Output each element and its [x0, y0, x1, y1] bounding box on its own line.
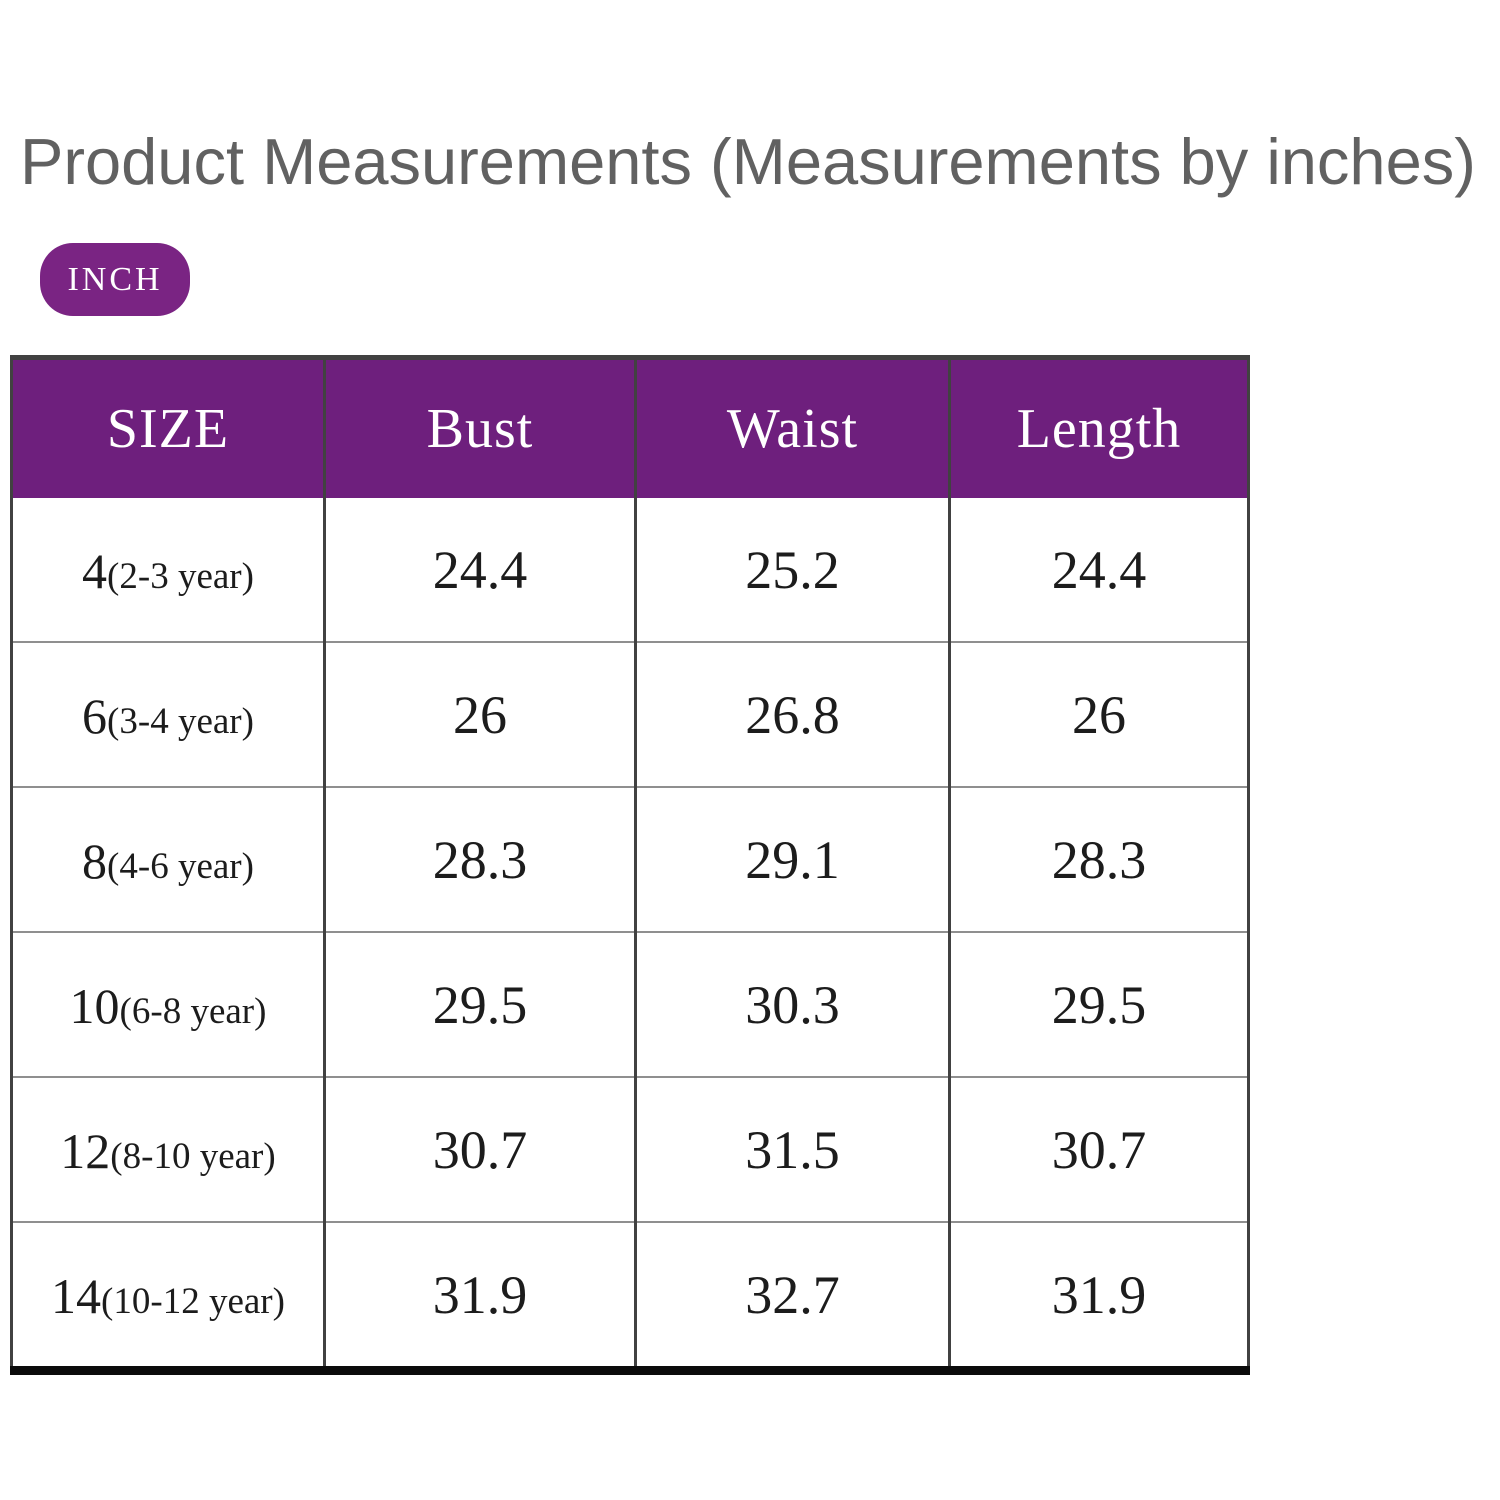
bust-cell: 31.9	[323, 1221, 636, 1371]
table-body: 4(2-3 year) 24.4 25.2 24.4 6(3-4 year) 2…	[11, 498, 1249, 1371]
length-cell: 26	[948, 641, 1249, 787]
length-cell: 31.9	[948, 1221, 1249, 1371]
size-age-range: (4-6 year)	[107, 845, 254, 887]
page-title: Product Measurements (Measurements by in…	[20, 125, 1476, 198]
size-cell: 14(10-12 year)	[11, 1221, 325, 1371]
bust-cell: 24.4	[323, 498, 636, 642]
size-age-range: (8-10 year)	[110, 1135, 276, 1177]
waist-cell: 25.2	[634, 498, 950, 642]
unit-badge-label: INCH	[67, 260, 163, 298]
waist-cell: 31.5	[634, 1076, 950, 1222]
size-cell: 6(3-4 year)	[11, 641, 325, 787]
bust-cell: 28.3	[323, 786, 636, 932]
table-row: 10(6-8 year) 29.5 30.3 29.5	[11, 931, 1249, 1077]
size-cell: 4(2-3 year)	[11, 498, 325, 642]
header-length: Length	[948, 357, 1249, 498]
measurements-table: SIZE Bust Waist Length 4(2-3 year) 24.4 …	[10, 355, 1250, 1375]
length-cell: 24.4	[948, 498, 1249, 642]
size-value: 10	[69, 977, 120, 1034]
size-age-range: (6-8 year)	[119, 990, 267, 1032]
waist-cell: 26.8	[634, 641, 950, 787]
table-row: 4(2-3 year) 24.4 25.2 24.4	[11, 498, 1249, 642]
waist-cell: 32.7	[634, 1221, 950, 1371]
size-value: 12	[60, 1122, 111, 1179]
table-header: SIZE Bust Waist Length	[11, 357, 1249, 498]
size-cell: 12(8-10 year)	[11, 1076, 325, 1222]
size-age-range: (3-4 year)	[107, 700, 254, 742]
size-cell: 10(6-8 year)	[11, 931, 325, 1077]
bust-cell: 30.7	[323, 1076, 636, 1222]
size-age-range: (2-3 year)	[107, 555, 254, 597]
length-cell: 28.3	[948, 786, 1249, 932]
bust-cell: 26	[323, 641, 636, 787]
size-value: 6	[82, 687, 108, 744]
length-cell: 30.7	[948, 1076, 1249, 1222]
size-age-range: (10-12 year)	[101, 1280, 285, 1322]
table-row: 12(8-10 year) 30.7 31.5 30.7	[11, 1076, 1249, 1222]
unit-badge: INCH	[40, 243, 190, 316]
header-bust: Bust	[323, 357, 636, 498]
bust-cell: 29.5	[323, 931, 636, 1077]
waist-cell: 30.3	[634, 931, 950, 1077]
header-row: SIZE Bust Waist Length	[11, 357, 1249, 498]
size-value: 4	[82, 542, 108, 599]
table-row: 8(4-6 year) 28.3 29.1 28.3	[11, 786, 1249, 932]
size-cell: 8(4-6 year)	[11, 786, 325, 932]
table-row: 14(10-12 year) 31.9 32.7 31.9	[11, 1221, 1249, 1371]
length-cell: 29.5	[948, 931, 1249, 1077]
header-size: SIZE	[11, 357, 325, 498]
table-row: 6(3-4 year) 26 26.8 26	[11, 641, 1249, 787]
header-waist: Waist	[634, 357, 950, 498]
waist-cell: 29.1	[634, 786, 950, 932]
size-value: 8	[82, 832, 108, 889]
size-value: 14	[51, 1267, 102, 1324]
